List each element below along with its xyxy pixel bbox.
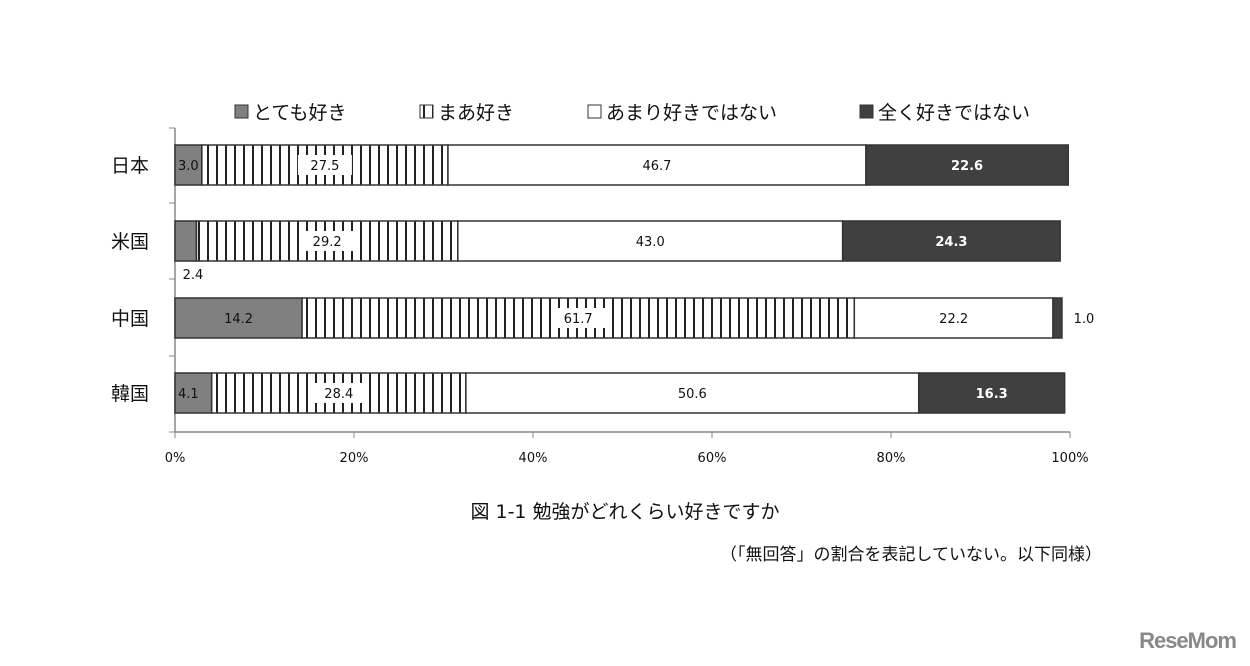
legend-label: とても好き xyxy=(253,102,346,124)
bar-segment xyxy=(865,144,1069,186)
data-label: 16.3 xyxy=(976,387,1008,402)
legend-swatch xyxy=(234,104,249,119)
data-label-background xyxy=(551,308,606,328)
legend-swatch xyxy=(859,104,874,119)
data-label-background xyxy=(297,155,352,175)
x-tick-label: 100% xyxy=(1051,451,1088,466)
category-label: 日本 xyxy=(111,155,149,177)
legend-label: まあ好き xyxy=(438,102,514,124)
legend-label: あまり好きではない xyxy=(606,102,777,124)
data-label: 50.6 xyxy=(678,387,707,402)
data-label: 27.5 xyxy=(310,159,339,174)
bar-segment xyxy=(174,297,303,339)
chart-title: 図 1-1 勉強がどれくらい好きですか xyxy=(470,501,780,523)
data-label: 28.4 xyxy=(324,387,353,402)
bar-segment xyxy=(447,144,867,186)
data-label: 29.2 xyxy=(313,235,342,250)
x-tick-label: 40% xyxy=(519,451,548,466)
data-label: 24.3 xyxy=(935,235,967,250)
chart-note: （「無回答」の割合を表記していない。以下同様） xyxy=(720,545,1102,565)
bar-segment xyxy=(457,220,844,262)
x-tick-label: 20% xyxy=(340,451,369,466)
data-label: 1.0 xyxy=(1074,312,1095,327)
data-label: 43.0 xyxy=(636,235,665,250)
bar-segment xyxy=(917,372,1066,414)
bar-segment xyxy=(853,297,1054,339)
category-label: 中国 xyxy=(111,308,149,330)
stacked-bar-chart: 0% 20% 40% 60% 80% 100% とても好き まあ好き あまり好きではない 全く好き… xyxy=(111,102,1095,466)
bar-segment xyxy=(841,220,1061,262)
category-label: 韓国 xyxy=(111,383,149,405)
category-label: 米国 xyxy=(111,231,149,253)
legend-swatch xyxy=(587,104,602,119)
data-label-background xyxy=(300,231,355,251)
data-label-background xyxy=(311,383,366,403)
legend-swatch xyxy=(419,104,434,119)
bar-segment xyxy=(465,372,920,414)
x-tick-label: 60% xyxy=(698,451,727,466)
legend-label: 全く好きではない xyxy=(878,102,1030,124)
data-label: 3.0 xyxy=(178,159,199,174)
data-label: 4.1 xyxy=(178,387,199,402)
data-label: 46.7 xyxy=(642,159,671,174)
data-label: 22.6 xyxy=(951,159,983,174)
resemom-logo: ReseMom xyxy=(1139,628,1237,653)
data-label: 2.4 xyxy=(183,268,204,283)
data-label: 14.2 xyxy=(224,312,253,327)
x-tick-label: 0% xyxy=(165,451,186,466)
data-label: 61.7 xyxy=(564,312,593,327)
bar-segment xyxy=(174,220,198,262)
data-label: 22.2 xyxy=(939,312,968,327)
x-tick-label: 80% xyxy=(877,451,906,466)
bar-segment xyxy=(1052,297,1063,339)
